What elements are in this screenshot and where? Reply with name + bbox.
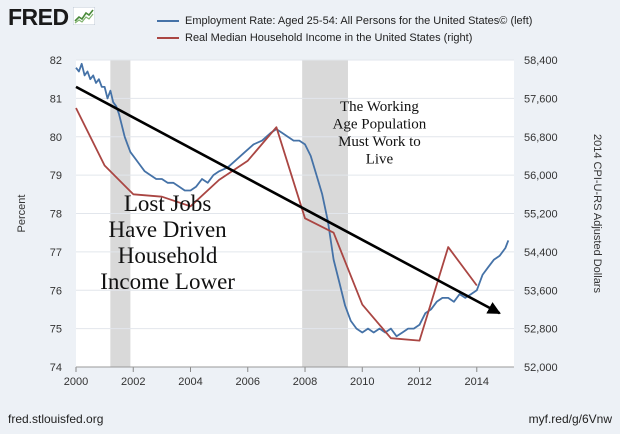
annotation-lost-jobs-line: Household: [118, 243, 218, 268]
short-link-footer: myf.red/g/6Vnw: [528, 412, 612, 426]
annotation-lost-jobs-line: Lost Jobs: [124, 191, 212, 216]
y-right-tick-label: 52,000: [524, 362, 558, 374]
fred-logo-text: FRED: [8, 4, 69, 30]
annotation-working-age-line: Live: [366, 151, 394, 167]
legend-item-employment: Employment Rate: Aged 25-54: All Persons…: [157, 12, 532, 29]
trend-arrow: [75, 85, 501, 315]
y-left-axis-title: Percent: [16, 195, 28, 233]
source-footer: fred.stlouisfed.org: [8, 412, 104, 426]
y-right-tick-label: 54,400: [524, 247, 558, 259]
x-tick-label: 2010: [350, 376, 374, 388]
y-left-tick-label: 80: [50, 132, 62, 144]
chart-legend: Employment Rate: Aged 25-54: All Persons…: [157, 12, 532, 46]
legend-item-income: Real Median Household Income in the Unit…: [157, 29, 532, 46]
y-left-tick-label: 79: [50, 170, 62, 182]
annotation-working-age-line: The Working: [340, 99, 419, 115]
legend-swatch-income: [157, 36, 179, 39]
annotation-working-age-line: Age Population: [333, 116, 427, 132]
y-left-tick-label: 76: [50, 285, 62, 297]
y-right-tick-label: 58,400: [524, 55, 558, 67]
x-tick-label: 2004: [178, 376, 202, 388]
series-line-income: [75, 107, 478, 342]
x-tick-label: 2002: [121, 376, 145, 388]
annotation-lost-jobs-line: Income Lower: [100, 269, 235, 294]
y-right-tick-label: 57,600: [524, 93, 558, 105]
annotation-working-age-line: Must Work to: [338, 134, 421, 150]
y-left-tick-label: 78: [50, 209, 62, 221]
annotation-lost-jobs-line: Have Driven: [109, 217, 228, 242]
y-left-tick-label: 81: [50, 93, 62, 105]
y-right-tick-label: 56,800: [524, 132, 558, 144]
x-tick-label: 2000: [64, 376, 88, 388]
x-tick-label: 2006: [236, 376, 260, 388]
y-right-tick-label: 53,600: [524, 285, 558, 297]
y-right-axis-title: 2014 CPI-U-RS Adjusted Dollars: [591, 134, 603, 293]
x-tick-label: 2014: [465, 376, 489, 388]
legend-swatch-employment: [157, 19, 179, 22]
y-left-tick-label: 75: [50, 324, 62, 336]
legend-label-income: Real Median Household Income in the Unit…: [185, 31, 473, 44]
x-tick-label: 2012: [407, 376, 431, 388]
y-left-tick-label: 77: [50, 247, 62, 259]
y-left-tick-label: 74: [50, 362, 62, 374]
y-right-tick-label: 52,800: [524, 324, 558, 336]
x-tick-label: 2008: [293, 376, 317, 388]
y-right-tick-label: 55,200: [524, 209, 558, 221]
y-left-tick-label: 82: [50, 55, 62, 67]
y-right-tick-label: 56,000: [524, 170, 558, 182]
legend-label-employment: Employment Rate: Aged 25-54: All Persons…: [185, 14, 533, 27]
